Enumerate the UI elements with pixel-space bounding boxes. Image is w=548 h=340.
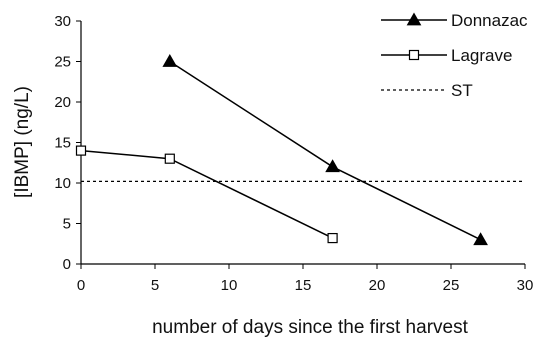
x-tick-label: 20 [369,277,386,294]
data-point-lagrave [164,153,175,164]
legend-label: ST [451,81,473,100]
x-axis-title: number of days since the first harvest [152,317,468,338]
series-donnazac [162,53,488,246]
y-tick-label: 30 [54,13,71,30]
x-tick-label: 25 [443,277,460,294]
x-tick-label: 30 [517,277,534,294]
x-tick-label: 0 [77,277,85,294]
data-point-donnazac [162,53,178,67]
series-line-lagrave [80,149,333,239]
legend-swatch-marker [408,49,420,61]
legend-item-lagrave: Lagrave [381,46,512,65]
legend-item-st: ST [381,81,473,100]
legend: Donnazac Lagrave ST [381,11,528,100]
x-tick-label: 5 [151,277,159,294]
y-tick-label: 15 [54,135,71,152]
x-tick-label: 10 [221,277,238,294]
legend-swatch-marker [406,12,422,26]
data-point-lagrave [327,232,338,244]
axes: 0 5 10 15 20 25 30 0 5 10 15 20 25 30 [54,13,533,294]
y-tick-label: 25 [54,54,71,71]
y-tick-label: 0 [63,256,71,273]
series-lagrave [75,145,338,244]
legend-label: Donnazac [451,11,528,30]
y-tick-label: 5 [63,216,71,233]
data-point-donnazac [325,159,340,173]
y-tick-label: 10 [54,175,71,192]
y-tick-label: 20 [54,94,71,111]
plot-series [75,53,525,246]
y-axis-title: [IBMP] (ng/L) [12,86,33,198]
legend-item-donnazac: Donnazac [381,11,528,30]
data-point-lagrave [75,145,87,156]
series-line-donnazac [169,60,481,241]
legend-label: Lagrave [451,46,512,65]
data-point-donnazac [473,232,488,246]
x-tick-label: 15 [295,277,312,294]
